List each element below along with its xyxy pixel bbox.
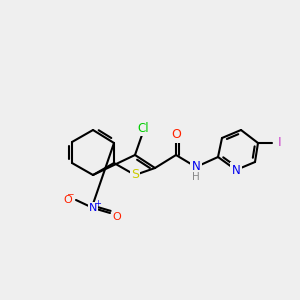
Text: O: O bbox=[112, 212, 122, 222]
Text: S: S bbox=[131, 169, 139, 182]
Text: O: O bbox=[171, 128, 181, 142]
Text: H: H bbox=[192, 172, 200, 182]
Text: N: N bbox=[89, 203, 97, 213]
Text: N: N bbox=[232, 164, 240, 176]
Text: I: I bbox=[278, 136, 282, 149]
Text: −: − bbox=[66, 190, 74, 199]
Text: N: N bbox=[192, 160, 200, 173]
Text: Cl: Cl bbox=[137, 122, 149, 134]
Text: O: O bbox=[64, 195, 72, 205]
Text: +: + bbox=[94, 199, 101, 208]
